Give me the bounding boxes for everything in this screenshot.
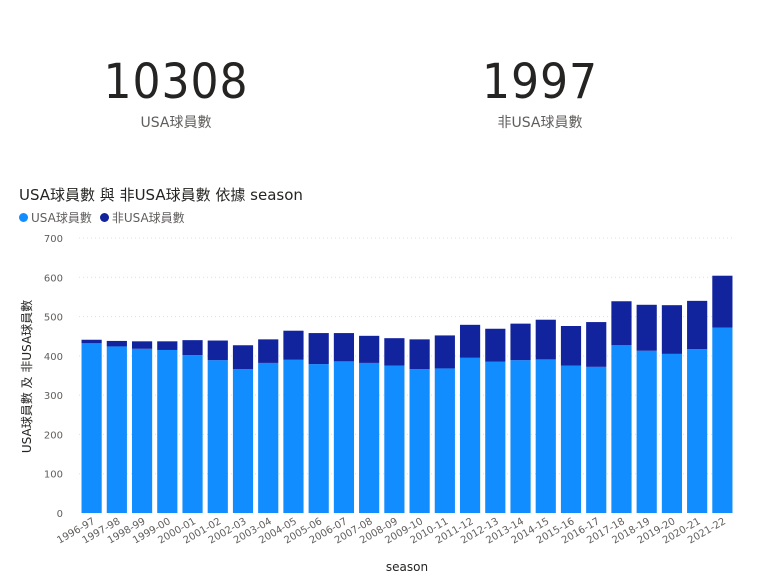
bar-usa xyxy=(283,359,304,513)
y-tick-label: 600 xyxy=(44,273,63,284)
bar-non-usa xyxy=(81,339,102,344)
y-axis-title: USA球員數 及 非USA球員數 xyxy=(20,300,34,453)
bar-usa xyxy=(560,365,582,513)
bar-non-usa xyxy=(661,305,683,354)
legend-swatch-usa xyxy=(19,213,28,222)
bar-usa xyxy=(611,345,632,513)
bar-usa xyxy=(459,357,481,513)
chart-legend: USA球員數 非USA球員數 xyxy=(19,209,185,226)
y-tick-label: 200 xyxy=(44,430,63,441)
bar-non-usa xyxy=(207,340,228,361)
bar-non-usa xyxy=(535,319,556,360)
bar-non-usa xyxy=(333,333,355,362)
bar-non-usa xyxy=(687,300,708,350)
bar-non-usa xyxy=(560,326,582,366)
y-tick-label: 0 xyxy=(57,509,63,520)
bar-non-usa xyxy=(182,340,203,356)
y-tick-label: 100 xyxy=(44,470,63,481)
kpi-non-usa-players: 1997 非USA球員數 xyxy=(410,52,670,132)
bar-non-usa xyxy=(131,341,153,349)
bar-usa xyxy=(131,348,153,513)
y-tick-label: 500 xyxy=(44,313,63,324)
chart-title: USA球員數 與 非USA球員數 依據 season xyxy=(19,186,303,204)
bar-usa xyxy=(586,366,607,513)
bar-non-usa xyxy=(434,335,455,369)
bar-non-usa xyxy=(384,338,405,366)
legend-item-non-usa[interactable]: 非USA球員數 xyxy=(99,209,185,226)
kpi-non-usa-label: 非USA球員數 xyxy=(497,115,583,131)
bar-usa xyxy=(106,346,127,513)
bar-usa xyxy=(81,343,102,513)
bar-non-usa xyxy=(459,324,481,358)
bar-usa xyxy=(535,359,556,513)
bar-non-usa xyxy=(586,322,607,367)
bar-usa xyxy=(687,349,708,513)
bar-non-usa xyxy=(510,323,531,361)
bar-usa xyxy=(661,353,683,513)
bar-non-usa xyxy=(712,275,733,328)
bar-non-usa xyxy=(106,340,127,347)
bar-usa xyxy=(232,369,254,513)
bar-non-usa xyxy=(258,339,279,363)
y-tick-label: 700 xyxy=(44,234,63,245)
bar-non-usa xyxy=(611,301,632,346)
bar-usa xyxy=(308,364,329,513)
bar-non-usa xyxy=(359,335,380,363)
bar-usa xyxy=(333,361,355,513)
bar-usa xyxy=(384,365,405,513)
kpi-usa-value: 10308 xyxy=(103,54,249,110)
kpi-usa-players: 10308 USA球員數 xyxy=(46,52,306,132)
legend-label-usa: USA球員數 xyxy=(31,211,92,225)
x-axis-title: season xyxy=(386,560,428,574)
bar-usa xyxy=(157,349,178,513)
legend-swatch-non-usa xyxy=(99,213,109,222)
kpi-usa-label: USA球員數 xyxy=(140,115,212,131)
legend-item-usa[interactable]: USA球員數 xyxy=(19,209,92,226)
bar-usa xyxy=(510,360,531,513)
bar-non-usa xyxy=(409,339,430,370)
bar-usa xyxy=(485,361,506,513)
bar-non-usa xyxy=(636,304,657,351)
bar-usa xyxy=(207,360,228,513)
bar-usa xyxy=(712,327,733,513)
bar-usa xyxy=(182,355,203,513)
legend-label-non-usa: 非USA球員數 xyxy=(111,211,185,225)
bar-usa xyxy=(409,369,430,513)
bar-usa xyxy=(359,362,380,513)
bar-non-usa xyxy=(157,341,178,350)
bar-usa xyxy=(434,368,455,513)
bar-non-usa xyxy=(485,328,506,362)
bar-usa xyxy=(636,350,657,513)
y-tick-label: 400 xyxy=(44,352,63,363)
bar-non-usa xyxy=(232,345,254,370)
y-tick-label: 300 xyxy=(44,391,63,402)
bar-non-usa xyxy=(308,333,329,365)
bar-non-usa xyxy=(283,330,304,360)
bar-usa xyxy=(258,362,279,513)
kpi-non-usa-value: 1997 xyxy=(481,54,599,110)
